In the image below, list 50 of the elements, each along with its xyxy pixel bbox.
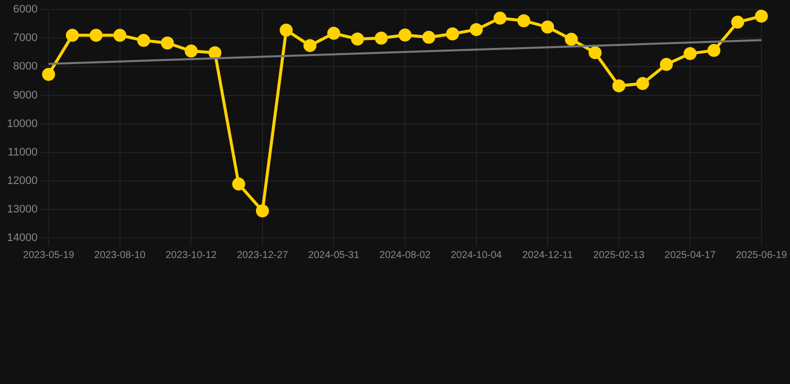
x-tick-label: 2025-02-13	[593, 250, 645, 261]
x-tick-label: 2025-06-19	[736, 250, 788, 261]
x-tick-label: 2024-12-11	[522, 250, 574, 261]
point	[541, 20, 554, 34]
y-tick-label: 13000	[6, 203, 38, 216]
y-tick-label: 10000	[6, 118, 38, 130]
point	[280, 24, 293, 37]
y-tick-label: 14000	[6, 232, 38, 244]
point	[564, 32, 578, 46]
point	[90, 28, 103, 42]
point	[398, 28, 412, 42]
point	[660, 58, 673, 71]
point	[494, 12, 507, 25]
x-tick-label: 2024-10-04	[450, 250, 502, 261]
point	[256, 204, 269, 218]
point	[66, 28, 79, 42]
x-tick-label: 2025-04-17	[664, 250, 716, 261]
x-tick-label: 2024-05-31	[308, 250, 360, 261]
point	[137, 34, 150, 47]
point	[350, 32, 364, 46]
point	[754, 10, 768, 23]
point	[374, 32, 388, 45]
point	[422, 30, 436, 44]
point	[232, 178, 246, 191]
point	[470, 23, 483, 36]
y-tick-label: 12000	[6, 174, 38, 187]
point	[636, 77, 650, 90]
point	[517, 14, 530, 28]
x-tick-label: 2023-08-10	[94, 250, 146, 261]
point	[327, 26, 340, 40]
point	[184, 44, 198, 58]
y-tick-label: 9000	[13, 89, 38, 102]
point	[446, 27, 460, 40]
x-tick-label: 2023-12-27	[236, 250, 288, 261]
point	[612, 79, 626, 92]
point	[684, 47, 697, 60]
x-tick-label: 2023-10-12	[166, 250, 218, 261]
y-tick-label: 8000	[13, 60, 38, 73]
point	[303, 39, 316, 52]
point	[731, 16, 744, 29]
point	[113, 28, 126, 42]
point	[160, 36, 174, 50]
point	[707, 44, 720, 57]
y-tick-label: 11000	[8, 146, 38, 158]
point	[208, 46, 222, 60]
x-tick-label: 2023-05-19	[23, 250, 75, 261]
point	[588, 46, 602, 60]
y-tick-label: 6000	[13, 4, 38, 16]
y-tick-label: 7000	[13, 32, 38, 44]
x-tick-label: 2024-08-02	[379, 250, 432, 261]
